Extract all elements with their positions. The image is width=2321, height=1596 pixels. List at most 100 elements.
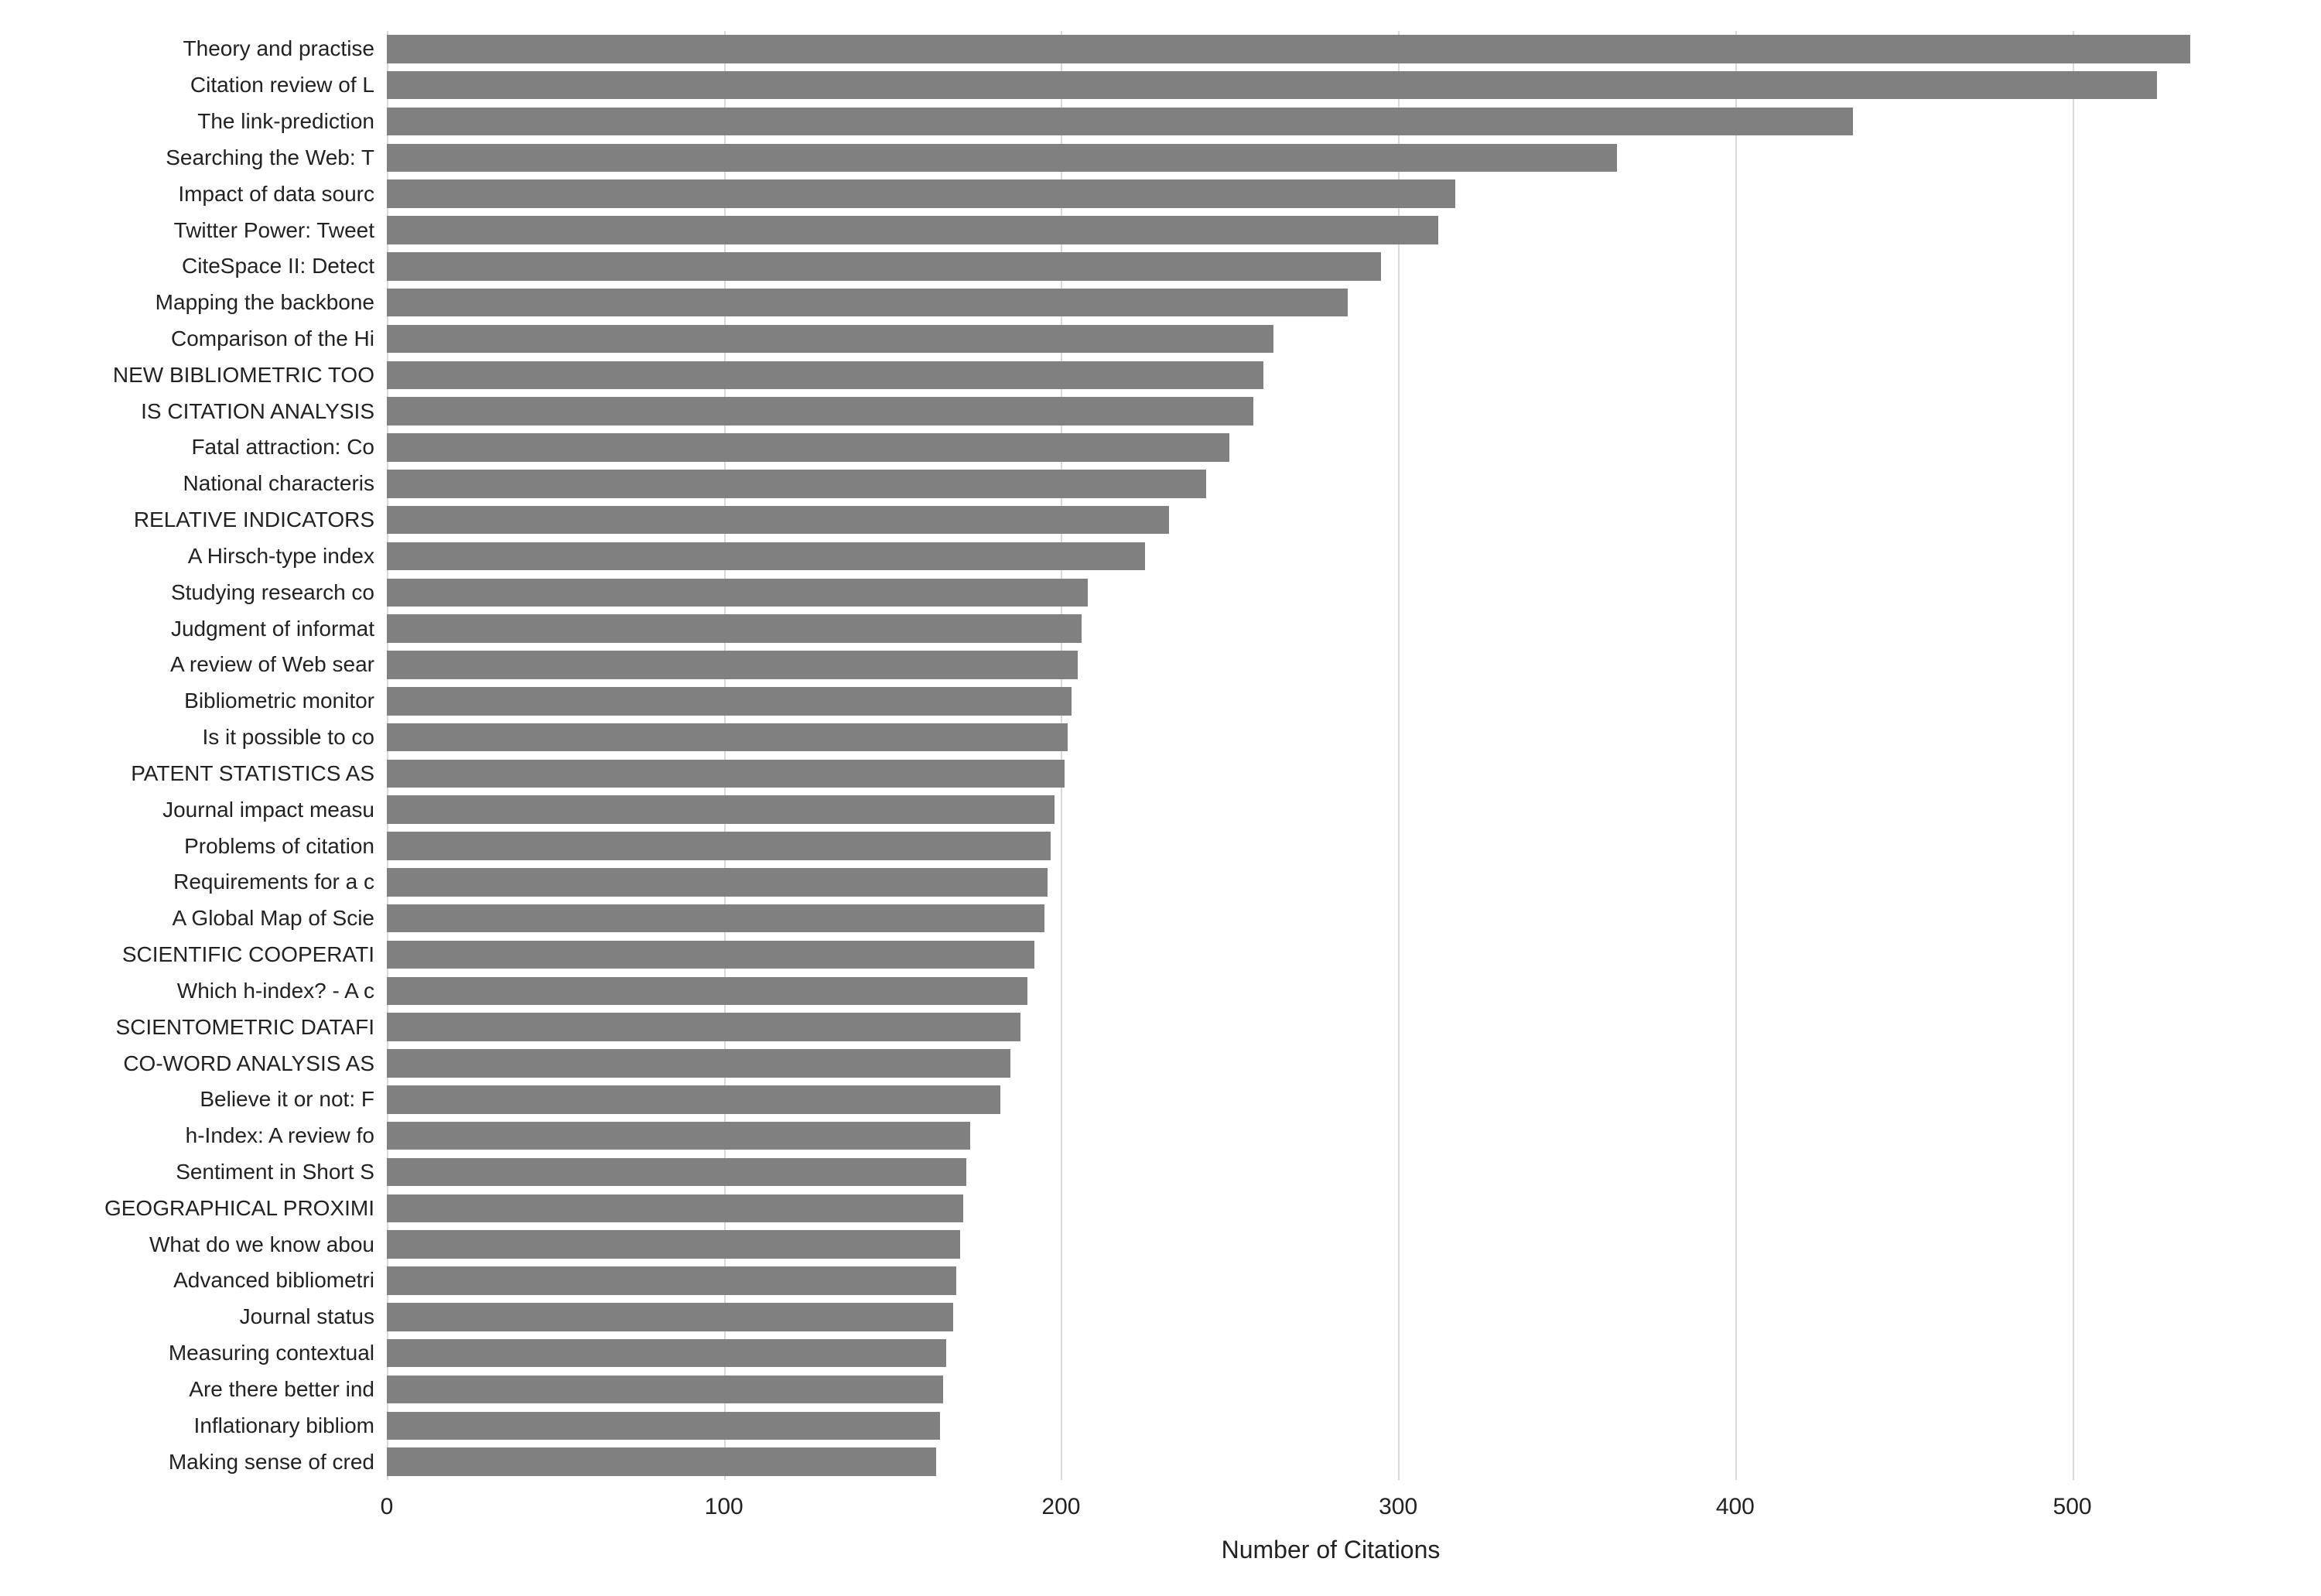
x-tick-label: 500 [2053, 1494, 2092, 1520]
bar [387, 289, 1348, 317]
bar-row [387, 1339, 2275, 1368]
y-axis-category-label: Mapping the backbone [0, 290, 374, 315]
y-axis-category-label: Believe it or not: F [0, 1087, 374, 1112]
gridline [724, 31, 726, 1480]
y-axis-category-label: Judgment of informat [0, 617, 374, 641]
bar [387, 795, 1055, 824]
y-axis-category-label: Requirements for a c [0, 870, 374, 894]
bar [387, 832, 1051, 860]
bar-row [387, 1013, 2275, 1041]
bar [387, 542, 1145, 571]
bar-row [387, 71, 2275, 100]
y-axis-category-label: A Global Map of Scie [0, 906, 374, 931]
y-axis-category-label: GEOGRAPHICAL PROXIMI [0, 1196, 374, 1221]
y-axis-category-label: Impact of data sourc [0, 182, 374, 207]
bar-row [387, 108, 2275, 136]
bar-row [387, 1049, 2275, 1078]
y-axis-category-label: Fatal attraction: Co [0, 435, 374, 460]
bar-row [387, 760, 2275, 788]
citations-bar-chart: Theory and practiseCitation review of LT… [0, 0, 2321, 1596]
bar [387, 977, 1027, 1006]
bar-row [387, 1376, 2275, 1404]
bar [387, 252, 1381, 281]
y-axis-category-label: Searching the Web: T [0, 145, 374, 170]
bar [387, 397, 1253, 425]
bar-row [387, 1303, 2275, 1331]
y-axis-category-label: PATENT STATISTICS AS [0, 761, 374, 786]
bar [387, 470, 1206, 498]
bar-row [387, 1266, 2275, 1295]
y-axis-category-label: SCIENTOMETRIC DATAFI [0, 1015, 374, 1040]
bar-row [387, 941, 2275, 969]
bar [387, 1303, 953, 1331]
bar-row [387, 1158, 2275, 1187]
bar [387, 71, 2157, 100]
bar [387, 35, 2190, 63]
bar-row [387, 687, 2275, 716]
gridline [387, 31, 388, 1480]
y-axis-category-label: Journal impact measu [0, 798, 374, 822]
bar [387, 1412, 940, 1441]
bar-row [387, 216, 2275, 244]
gridline [1735, 31, 1737, 1480]
bar [387, 579, 1088, 607]
bar-row [387, 144, 2275, 173]
bar-row [387, 470, 2275, 498]
bar [387, 1194, 963, 1223]
y-axis-category-label: IS CITATION ANALYSIS [0, 399, 374, 424]
bar [387, 941, 1034, 969]
y-axis-category-label: Studying research co [0, 580, 374, 605]
bar-row [387, 1085, 2275, 1114]
bar-row [387, 579, 2275, 607]
y-axis-category-label: Journal status [0, 1304, 374, 1329]
y-axis-category-label: Which h-index? - A c [0, 979, 374, 1003]
bar [387, 433, 1229, 462]
bar-row [387, 35, 2275, 63]
bar [387, 1085, 1000, 1114]
y-axis-category-label: Sentiment in Short S [0, 1160, 374, 1184]
bar [387, 1447, 936, 1476]
y-axis-category-label: The link-prediction [0, 109, 374, 134]
y-axis-category-label: CiteSpace II: Detect [0, 254, 374, 279]
x-tick-label: 200 [1041, 1494, 1080, 1520]
y-axis-category-label: Making sense of cred [0, 1450, 374, 1475]
y-axis-category-label: Inflationary bibliom [0, 1413, 374, 1438]
y-axis-category-label: Is it possible to co [0, 725, 374, 750]
bar-row [387, 1122, 2275, 1150]
bar [387, 1339, 946, 1368]
bar [387, 1266, 956, 1295]
y-axis-category-label: Bibliometric monitor [0, 689, 374, 713]
y-axis-category-label: A Hirsch-type index [0, 544, 374, 569]
bar [387, 216, 1438, 244]
y-axis-category-label: CO-WORD ANALYSIS AS [0, 1051, 374, 1076]
bar-row [387, 397, 2275, 425]
gridline [2073, 31, 2074, 1480]
bar-row [387, 795, 2275, 824]
y-axis-category-label: Comparison of the Hi [0, 326, 374, 351]
bar-row [387, 1230, 2275, 1259]
y-axis-category-label: Problems of citation [0, 834, 374, 859]
y-axis-category-label: National characteris [0, 471, 374, 496]
bar-row [387, 252, 2275, 281]
y-axis-category-label: NEW BIBLIOMETRIC TOO [0, 363, 374, 388]
bar [387, 760, 1065, 788]
bar [387, 651, 1078, 679]
bar [387, 1230, 960, 1259]
bar-row [387, 832, 2275, 860]
bar [387, 1376, 943, 1404]
bar-row [387, 1447, 2275, 1476]
y-axis-category-label: Measuring contextual [0, 1341, 374, 1365]
bar-row [387, 325, 2275, 354]
bar [387, 361, 1263, 390]
bar [387, 687, 1072, 716]
bar [387, 108, 1853, 136]
bar [387, 506, 1169, 535]
x-tick-label: 400 [1716, 1494, 1755, 1520]
bar [387, 868, 1048, 897]
x-axis-title: Number of Citations [1222, 1536, 1441, 1564]
bar-row [387, 904, 2275, 933]
y-axis-category-label: Twitter Power: Tweet [0, 218, 374, 243]
bar [387, 723, 1068, 752]
bar-row [387, 651, 2275, 679]
x-tick-label: 0 [381, 1494, 394, 1520]
